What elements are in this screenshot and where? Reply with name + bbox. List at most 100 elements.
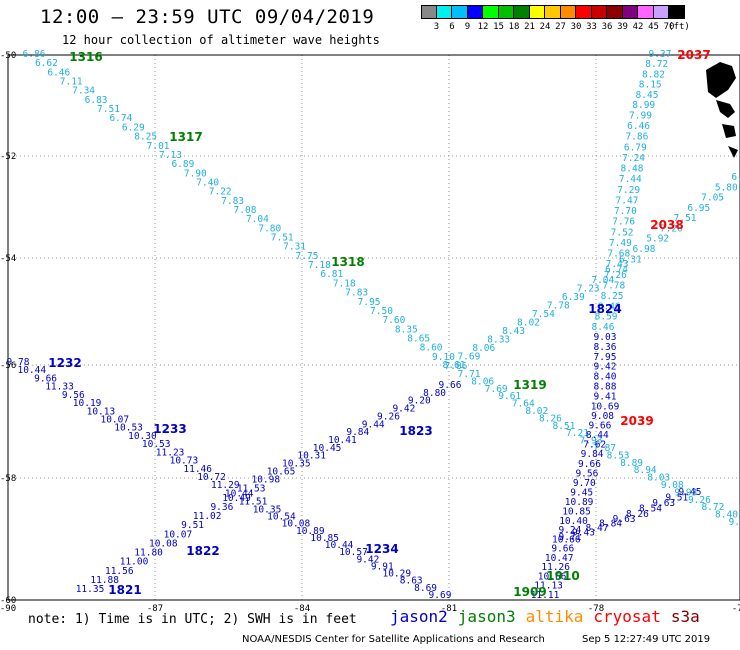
wave-height-value: 9.70 <box>573 478 596 489</box>
wave-height-value: 9.42 <box>392 404 415 415</box>
wave-height-value: 7.75 <box>296 251 319 262</box>
map-frame <box>7 54 740 601</box>
wave-height-value: 10.49 <box>222 493 251 504</box>
wave-height-value: 8.03 <box>647 473 670 484</box>
lat-label: -58 <box>0 474 16 484</box>
wave-height-value: 10.85 <box>310 533 339 544</box>
wave-height-value: 8.61 <box>443 360 466 371</box>
wave-height-value: 7.99 <box>629 111 652 122</box>
legend-tick-label: 9 <box>464 22 471 32</box>
wave-height-value: 7.20 <box>660 223 683 234</box>
wave-height-value: 10.30 <box>128 431 157 442</box>
wave-height-value: 8.25 <box>134 132 157 143</box>
wave-height-value: 10.29 <box>382 569 411 580</box>
wave-height-value: 5.92 <box>646 234 669 245</box>
wave-height-value: 10.47 <box>545 553 574 564</box>
wave-height-value: 7.80 <box>258 223 281 234</box>
wave-height-value: 9.56 <box>575 468 598 479</box>
wave-height-value: 10.89 <box>296 526 325 537</box>
wave-height-value: 7.87 <box>593 443 616 454</box>
page-subtitle: 12 hour collection of altimeter wave hei… <box>62 33 380 47</box>
wave-height-value: 7.24 <box>622 153 645 164</box>
map-grid <box>7 54 740 601</box>
wave-height-value: 6.29 <box>122 122 145 133</box>
wave-height-value: 7.40 <box>196 178 219 189</box>
pass-id-label: 1317 <box>169 130 202 144</box>
wave-height-value: 6.62 <box>35 58 58 69</box>
wave-height-value: 8.65 <box>407 334 430 345</box>
lat-label: -50 <box>0 51 16 61</box>
wave-height-value: 10.07 <box>164 529 193 540</box>
wave-height-value: 6.46 <box>627 121 650 132</box>
wave-height-value: 10.66 <box>552 535 581 546</box>
wave-height-value: 7.83 <box>345 288 368 299</box>
legend-tick-label: 33 <box>586 22 597 32</box>
wave-height-value: 7.01 <box>147 141 170 152</box>
wave-height-value: 10.08 <box>149 538 178 549</box>
color-legend <box>421 5 685 19</box>
wave-height-value: 10.57 <box>339 547 368 558</box>
coastline <box>722 124 736 138</box>
wave-height-value: 11.51 <box>239 497 268 508</box>
wave-height-value: 10.44 <box>225 488 254 499</box>
legend-tick-label: 30 <box>570 22 582 32</box>
wave-height-value: 7.43 <box>606 259 629 270</box>
wave-height-value: 8.99 <box>632 100 655 111</box>
legend-swatch <box>529 5 545 19</box>
wave-height-value: 8.46 <box>598 301 621 312</box>
wave-height-value: 8.59 <box>595 312 618 323</box>
wave-height-value: 9.42 <box>356 554 379 565</box>
wave-height-value: 7.86 <box>625 132 648 143</box>
wave-height-value: 10.31 <box>297 451 326 462</box>
wave-height-value: 9.51 <box>665 493 688 504</box>
wave-height-value: 8.46 <box>592 322 615 333</box>
wave-height-value: 9.36 <box>210 502 233 513</box>
wave-height-value: 5.80 <box>715 182 738 193</box>
wave-height-value: 7.04 <box>591 275 614 286</box>
legend-tick-label: 15 <box>493 22 504 32</box>
wave-height-value: 6.89 <box>171 159 194 170</box>
wave-height-value: 7.71 <box>458 369 481 380</box>
wave-height-value: 8.51 <box>552 421 575 432</box>
wave-height-value: 8.40 <box>594 372 617 383</box>
axis-labels: -90 -87 -84 -81 -78 -75 -50 -52 -54 -56 -58 -60 <box>0 51 740 614</box>
legend-tick-label: 21 <box>524 22 535 32</box>
wave-height-value: 7.29 <box>617 185 640 196</box>
wave-height-value: 6.39 <box>562 292 585 303</box>
wave-height-value: 8.82 <box>642 70 665 81</box>
wave-height-value: 9.51 <box>181 520 204 531</box>
wave-height-value: 11.26 <box>541 562 570 573</box>
wave-height-value: 7.95 <box>358 297 381 308</box>
wave-height-value: 10.69 <box>591 401 620 412</box>
pass-id-label: 1824 <box>588 302 621 316</box>
footer-note: note: 1) Time is in UTC; 2) SWH is in fe… <box>28 612 357 627</box>
legend-tick-label: 36 <box>601 22 613 32</box>
mission-legend: jason2 jason3 altika cryosat s3a <box>390 607 700 626</box>
wave-height-value: 7.23 <box>577 284 600 295</box>
wave-height-value: 9.26 <box>688 495 711 506</box>
wave-height-value: 11.53 <box>237 484 266 495</box>
wave-height-value: 10.85 <box>562 507 591 518</box>
legend-swatch <box>514 5 530 19</box>
wave-height-value: 7.21 <box>566 428 589 439</box>
legend-swatch <box>467 5 483 19</box>
wave-height-value: 10.44 <box>17 365 46 376</box>
wave-height-value: 6.86 <box>23 49 46 60</box>
footer-timestamp: Sep 5 12:27:49 UTC 2019 <box>582 634 711 645</box>
wave-height-value: 11.80 <box>134 548 163 559</box>
wave-height-value: 6.81 <box>320 269 343 280</box>
wave-height-value: 9.93 <box>674 487 697 498</box>
wave-height-value: 7.70 <box>614 206 637 217</box>
wave-height-value: 10.73 <box>170 456 199 467</box>
wave-height-value: 11.02 <box>193 511 222 522</box>
wave-height-value: 8.44 <box>586 430 609 441</box>
wave-height-value: 7.18 <box>308 260 331 271</box>
wave-height-value: 10.66 <box>538 572 567 583</box>
wave-height-value: 8.63 <box>400 576 423 587</box>
legend-swatch <box>638 5 654 19</box>
legend-swatch <box>576 5 592 19</box>
wave-height-value: 8.60 <box>420 343 443 354</box>
wave-height-value: 7.78 <box>547 301 570 312</box>
wave-height-value: 10.13 <box>87 406 116 417</box>
wave-height-value: 7.04 <box>246 214 269 225</box>
